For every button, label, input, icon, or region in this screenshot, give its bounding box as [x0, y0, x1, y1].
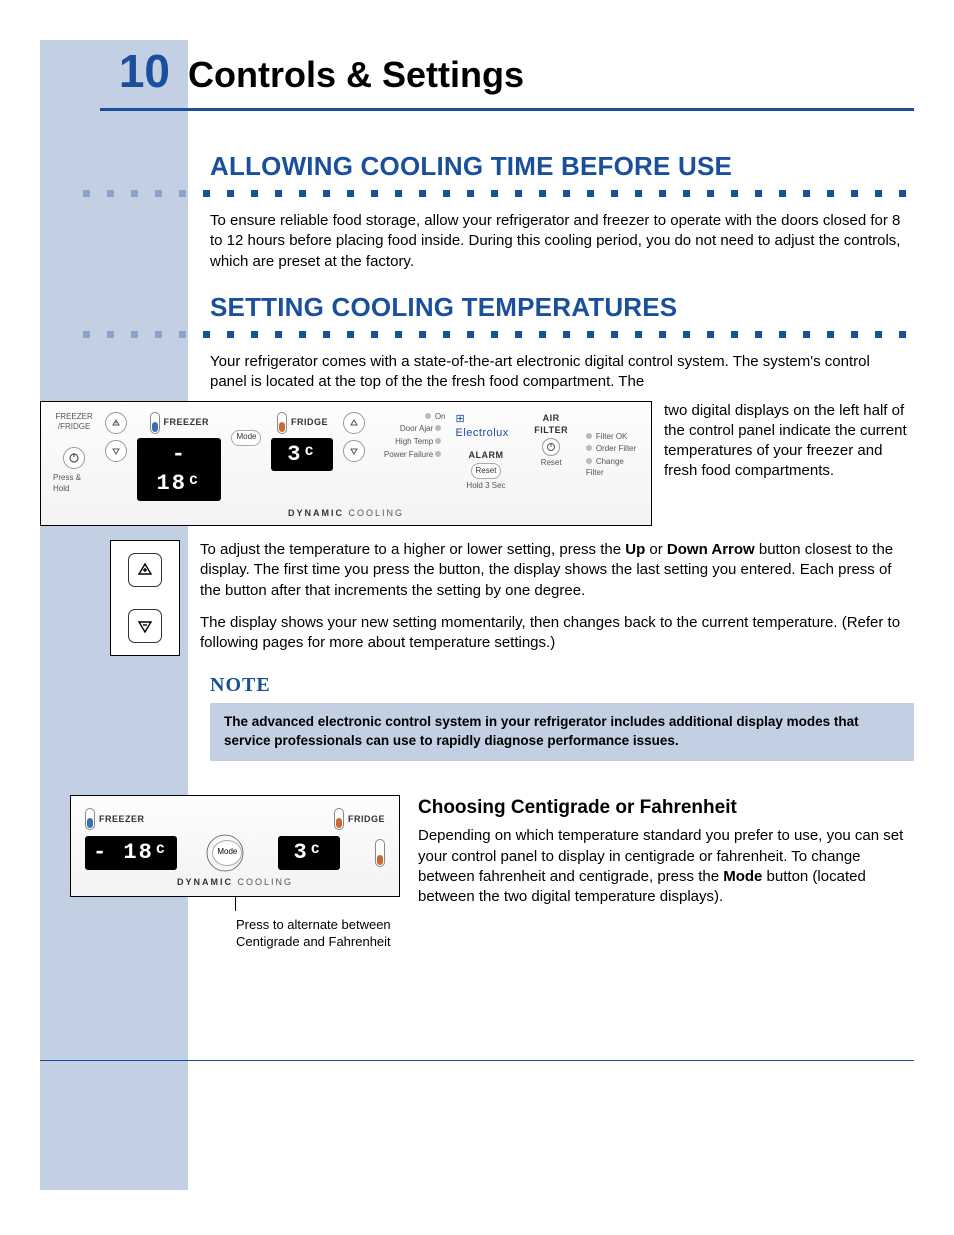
freezer-temp-display: - 18ᶜ	[137, 438, 221, 501]
mode-highlight-circle	[205, 833, 245, 873]
order-filter-label: Order Filter	[586, 444, 636, 455]
mode-button: Mode	[231, 430, 261, 446]
dynamic-cooling-label-2: DYNAMIC COOLING	[85, 876, 385, 888]
thermometer-cold-icon-2	[85, 808, 95, 830]
panel-side-text: two digital displays on the left half of…	[664, 401, 914, 527]
freezer-label-2: FREEZER	[99, 813, 145, 825]
filter-info-icon	[542, 438, 560, 456]
adjust-paragraph-1: To adjust the temperature to a higher or…	[200, 540, 914, 601]
thermometer-cold-icon	[150, 412, 160, 434]
fridge-label-2: FRIDGE	[348, 813, 385, 825]
freezer-temp-display-2: - 18ᶜ	[85, 836, 177, 870]
page-number: 10	[100, 40, 188, 102]
note-heading: NOTE	[210, 672, 914, 699]
fridge-down-icon	[343, 440, 365, 462]
down-arrow-icon	[128, 609, 162, 643]
freezer-down-icon	[105, 440, 127, 462]
thermometer-icon-3	[375, 839, 385, 867]
on-label: On	[425, 412, 446, 423]
thermometer-warm-icon	[277, 412, 287, 434]
fridge-temp-display: 3ᶜ	[271, 438, 333, 472]
section1-heading: ALLOWING COOLING TIME BEFORE USE	[210, 149, 914, 184]
fridge-label: FRIDGE	[291, 416, 328, 428]
dot-rule	[40, 190, 914, 197]
thermometer-warm-icon-2	[334, 808, 344, 830]
adjust-paragraph-2: The display shows your new setting momen…	[200, 613, 914, 654]
section3-heading: Choosing Centigrade or Fahrenheit	[418, 795, 914, 821]
page-title: Controls & Settings	[188, 51, 524, 100]
updown-figure	[110, 540, 180, 656]
mode-panel-figure: FREEZER FRIDGE - 18ᶜ Mode 3ᶜ	[70, 795, 400, 897]
freezer-up-icon: +	[105, 412, 127, 434]
freezer-fridge-label: FREEZER /FRIDGE	[53, 412, 95, 434]
reset-button: Reset	[471, 463, 502, 479]
air-filter-label: AIR FILTER	[527, 412, 576, 436]
dot-rule-2	[40, 331, 914, 338]
door-ajar-label: Door Ajar	[400, 424, 446, 435]
dynamic-cooling-label: DYNAMIC COOLING	[53, 507, 639, 519]
change-filter-label: Change Filter	[586, 457, 639, 479]
section1-body: To ensure reliable food storage, allow y…	[210, 211, 904, 272]
power-failure-label: Power Failure	[384, 450, 446, 461]
control-panel-figure: FREEZER /FRIDGE Press & Hold +	[40, 401, 652, 527]
fridge-temp-display-2: 3ᶜ	[278, 836, 340, 870]
page-header: 10 Controls & Settings	[100, 40, 914, 111]
filter-ok-label: Filter OK	[586, 432, 628, 443]
high-temp-label: High Temp	[395, 437, 445, 448]
fridge-up-icon	[343, 412, 365, 434]
note-box: The advanced electronic control system i…	[210, 703, 914, 761]
footer-rule	[40, 1060, 914, 1061]
freezer-label: FREEZER	[164, 416, 210, 428]
hold-3sec-label: Hold 3 Sec	[466, 481, 505, 492]
svg-text:+: +	[115, 420, 118, 426]
press-hold-label: Press & Hold	[53, 473, 95, 495]
section2-heading: SETTING COOLING TEMPERATURES	[210, 290, 914, 325]
up-arrow-icon	[128, 553, 162, 587]
section2-intro: Your refrigerator comes with a state-of-…	[210, 352, 904, 393]
brand-label: ⊞ Electrolux	[455, 412, 516, 442]
alarm-label: ALARM	[468, 449, 503, 461]
reset2-label: Reset	[541, 458, 562, 469]
power-icon	[63, 447, 85, 469]
mode-caption: Press to alternate between Centigrade an…	[236, 917, 400, 951]
section3-body: Depending on which temperature standard …	[418, 826, 914, 907]
